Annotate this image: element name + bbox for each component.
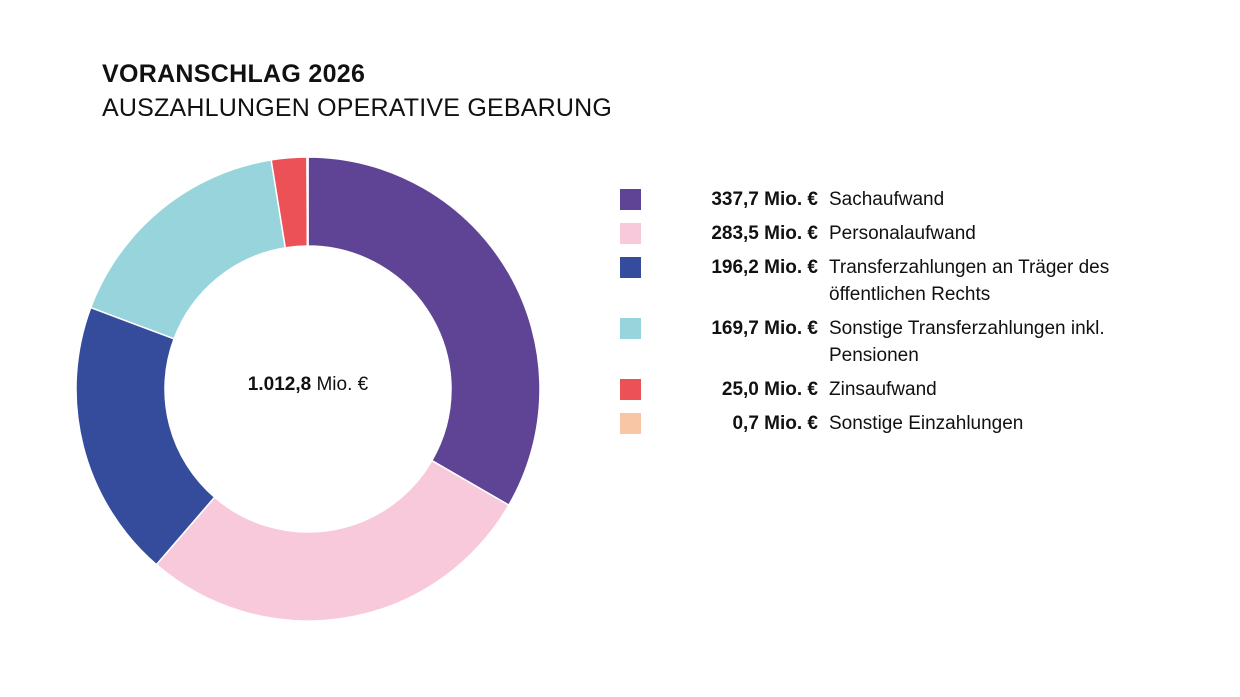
legend-value: 0,7 Mio. €: [732, 413, 818, 434]
chart-title: VORANSCHLAG 2026: [102, 60, 366, 88]
legend-item: 283,5 Mio. € Personalaufwand: [620, 220, 1129, 247]
legend-swatch: [620, 379, 641, 400]
legend-swatch: [620, 413, 641, 434]
legend-label: Sachaufwand: [829, 189, 945, 210]
donut-chart: [75, 156, 541, 622]
chart-subtitle: AUSZAHLUNGEN OPERATIVE GEBARUNG: [102, 94, 612, 122]
legend-swatch: [620, 257, 641, 278]
legend: 337,7 Mio. € Sachaufwand 283,5 Mio. € Perso…: [620, 186, 1129, 444]
legend-item: 196,2 Mio. € Transferzahlungen an Träger …: [620, 254, 1129, 308]
legend-swatch: [620, 318, 641, 339]
legend-label: Sonstige Einzahlungen: [829, 413, 1024, 434]
legend-label: Sonstige Transferzahlungen inkl. Pension…: [829, 318, 1105, 366]
legend-swatch: [620, 189, 641, 210]
donut-slice-3: [89, 159, 287, 340]
donut-slice-0: [307, 156, 541, 507]
legend-swatch: [620, 223, 641, 244]
center-total-label: 1.012,8 Mio. €: [208, 374, 408, 396]
center-total-unit: Mio. €: [316, 374, 369, 395]
legend-value: 25,0 Mio. €: [721, 379, 818, 400]
legend-item: 337,7 Mio. € Sachaufwand: [620, 186, 1129, 213]
legend-label: Zinsaufwand: [829, 379, 937, 400]
donut-slice-5: [306, 156, 309, 247]
legend-label: Transferzahlungen an Träger des öffentli…: [829, 257, 1110, 305]
legend-item: 25,0 Mio. € Zinsaufwand: [620, 376, 1129, 403]
center-total-value: 1.012,8: [247, 374, 312, 395]
donut-slice-2: [75, 306, 216, 566]
legend-label: Personalaufwand: [829, 223, 976, 244]
legend-item: 0,7 Mio. € Sonstige Einzahlungen: [620, 410, 1129, 437]
legend-value: 283,5 Mio. €: [711, 223, 818, 244]
legend-value: 169,7 Mio. €: [711, 318, 818, 339]
legend-value: 337,7 Mio. €: [711, 189, 818, 210]
donut-slice-1: [155, 459, 510, 622]
legend-item: 169,7 Mio. € Sonstige Transferzahlungen i…: [620, 315, 1129, 369]
legend-value: 196,2 Mio. €: [711, 257, 818, 278]
